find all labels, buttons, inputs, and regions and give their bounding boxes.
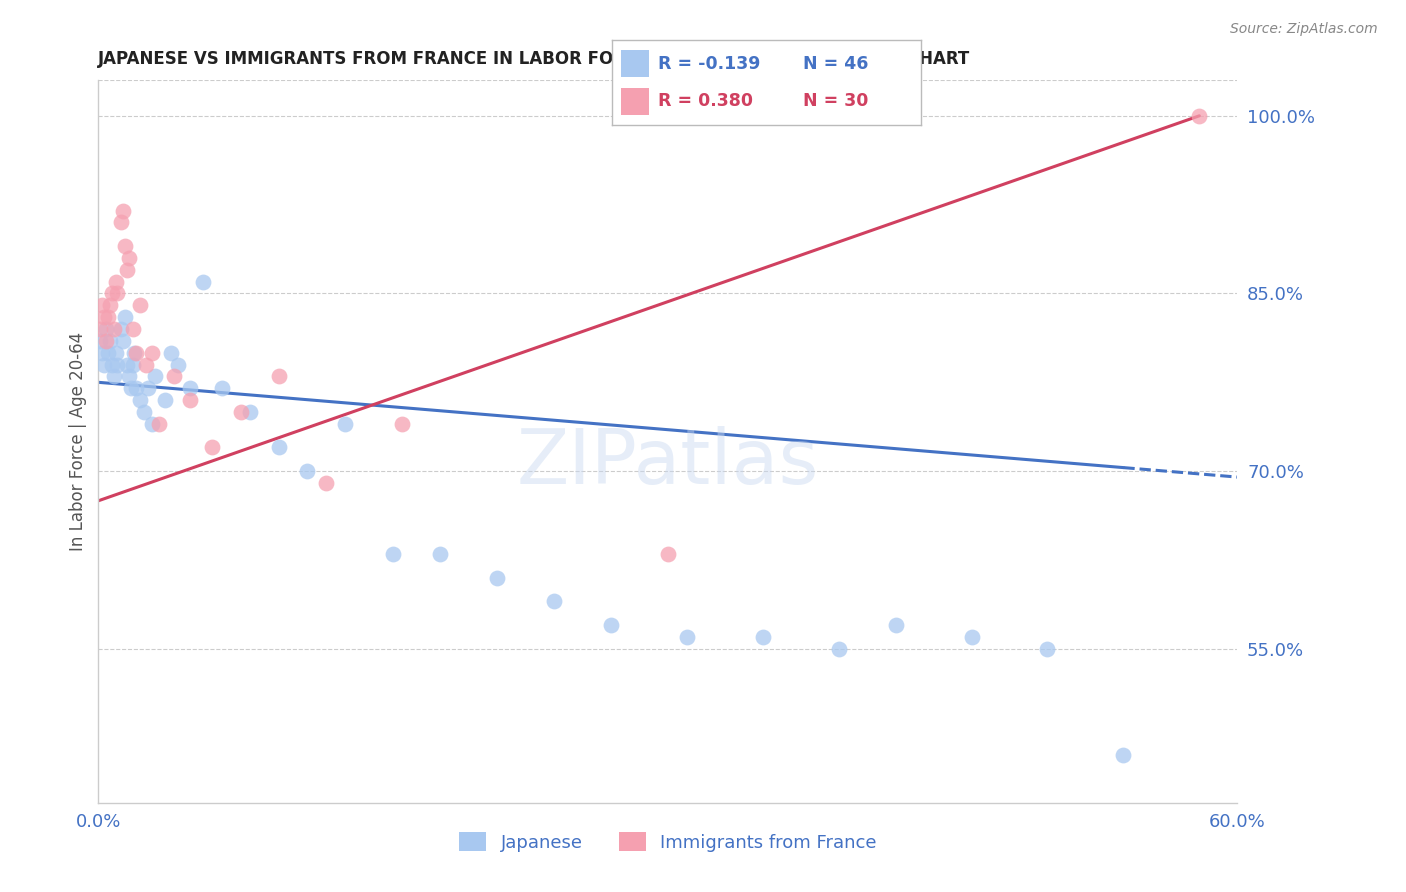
Point: [163, 369, 186, 384]
Point: [960, 630, 983, 644]
Point: [120, 381, 142, 395]
Point: [132, 405, 155, 419]
Point: [115, 358, 138, 372]
Point: [89, 322, 111, 336]
Point: [1188, 109, 1211, 123]
Point: [107, 286, 129, 301]
Point: [100, 358, 122, 372]
Point: [93, 358, 115, 372]
Legend: Japanese, Immigrants from France: Japanese, Immigrants from France: [451, 825, 884, 859]
Text: ZIPatlas: ZIPatlas: [516, 426, 820, 500]
Point: [136, 381, 159, 395]
Point: [112, 203, 135, 218]
Point: [1036, 641, 1059, 656]
Point: [191, 275, 214, 289]
Point: [112, 334, 135, 348]
Point: [91, 345, 114, 359]
Point: [110, 215, 132, 229]
Point: [94, 322, 117, 336]
Text: Source: ZipAtlas.com: Source: ZipAtlas.com: [1230, 22, 1378, 37]
Point: [201, 441, 224, 455]
Point: [89, 334, 111, 348]
Point: [239, 405, 262, 419]
Point: [121, 322, 143, 336]
Y-axis label: In Labor Force | Age 20-64: In Labor Force | Age 20-64: [69, 332, 87, 551]
Point: [211, 381, 233, 395]
Point: [104, 275, 127, 289]
Point: [91, 298, 114, 312]
Point: [486, 571, 509, 585]
Point: [114, 239, 136, 253]
Point: [179, 393, 201, 408]
Point: [103, 322, 125, 336]
Text: JAPANESE VS IMMIGRANTS FROM FRANCE IN LABOR FORCE | AGE 20-64 CORRELATION CHART: JAPANESE VS IMMIGRANTS FROM FRANCE IN LA…: [98, 50, 970, 68]
Point: [884, 618, 907, 632]
Point: [676, 630, 699, 644]
Point: [600, 618, 623, 632]
Point: [129, 393, 152, 408]
Point: [97, 345, 120, 359]
Point: [828, 641, 851, 656]
Point: [148, 417, 170, 431]
Point: [129, 298, 152, 312]
Point: [141, 417, 163, 431]
Point: [98, 298, 121, 312]
Point: [93, 310, 115, 325]
Point: [118, 369, 141, 384]
Point: [179, 381, 201, 395]
Point: [752, 630, 775, 644]
Text: N = 30: N = 30: [803, 92, 869, 110]
Point: [115, 262, 138, 277]
FancyBboxPatch shape: [621, 50, 648, 78]
Point: [98, 334, 121, 348]
Point: [543, 594, 565, 608]
Point: [267, 441, 290, 455]
Point: [429, 547, 451, 561]
Point: [107, 358, 129, 372]
Point: [94, 334, 117, 348]
Point: [381, 547, 404, 561]
Point: [104, 345, 127, 359]
Text: N = 46: N = 46: [803, 55, 869, 73]
Point: [167, 358, 190, 372]
Point: [100, 286, 122, 301]
Point: [657, 547, 679, 561]
Point: [121, 358, 143, 372]
Point: [103, 369, 125, 384]
Text: R = 0.380: R = 0.380: [658, 92, 754, 110]
FancyBboxPatch shape: [621, 87, 648, 115]
Point: [297, 464, 319, 478]
Point: [135, 358, 157, 372]
Point: [97, 310, 120, 325]
Point: [118, 251, 141, 265]
Point: [229, 405, 252, 419]
Point: [110, 322, 132, 336]
Point: [153, 393, 176, 408]
Point: [159, 345, 181, 359]
Point: [267, 369, 290, 384]
Point: [145, 369, 167, 384]
Point: [1112, 748, 1135, 763]
Point: [315, 475, 337, 490]
Point: [391, 417, 413, 431]
Point: [335, 417, 357, 431]
Point: [124, 345, 146, 359]
Text: R = -0.139: R = -0.139: [658, 55, 761, 73]
Point: [141, 345, 163, 359]
Point: [125, 345, 148, 359]
Point: [114, 310, 136, 325]
Point: [125, 381, 148, 395]
